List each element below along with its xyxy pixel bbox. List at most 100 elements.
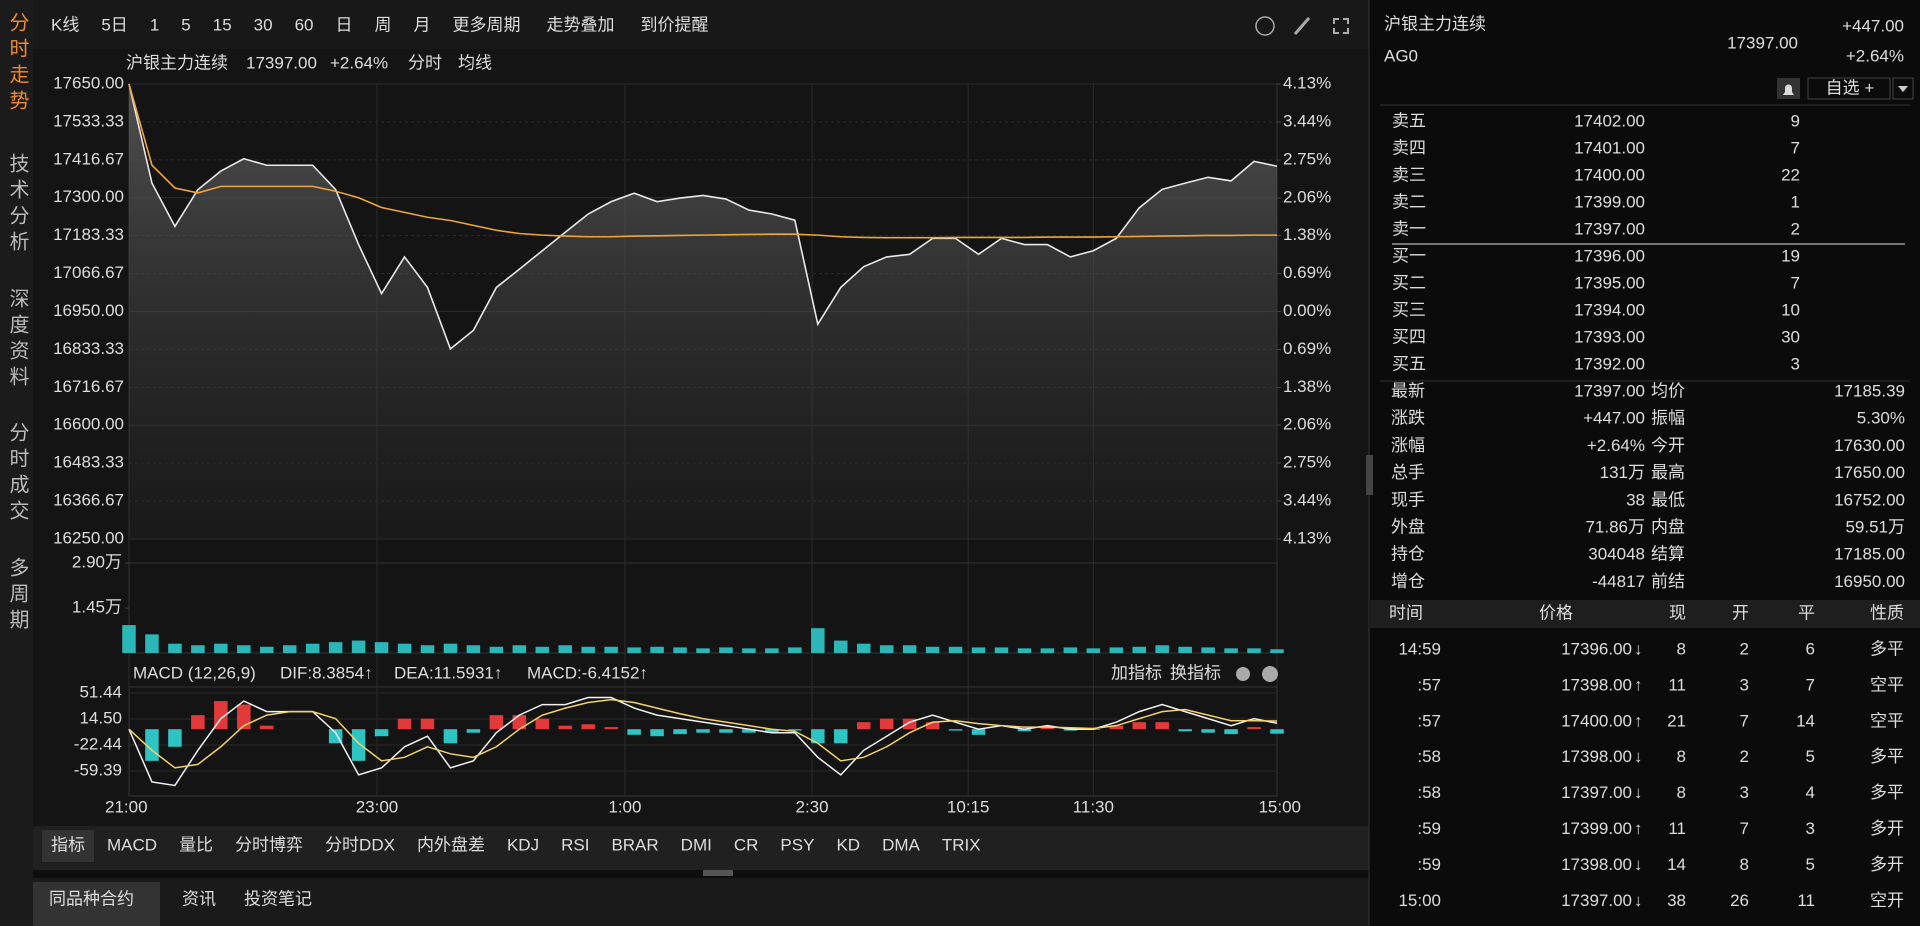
book-label: 买五 bbox=[1392, 354, 1426, 373]
volume-bar bbox=[191, 645, 205, 653]
stat-value: +447.00 bbox=[1583, 409, 1645, 428]
indicator-tab[interactable]: 分时博弈 bbox=[235, 835, 303, 854]
trade-arrow: ↑ bbox=[1634, 711, 1643, 730]
book-label: 卖二 bbox=[1392, 192, 1426, 211]
legend-item: MACD:-6.4152↑ bbox=[527, 663, 648, 682]
toolbar-item[interactable]: 60 bbox=[295, 15, 314, 34]
toolbar-item[interactable]: 到价提醒 bbox=[641, 15, 709, 34]
macd-bar bbox=[1178, 729, 1192, 732]
indicator-tab[interactable]: PSY bbox=[780, 835, 814, 854]
trade-close: 3 bbox=[1806, 819, 1815, 838]
stat-value: 59.51万 bbox=[1845, 517, 1905, 536]
watch-dropdown[interactable] bbox=[1892, 77, 1914, 100]
y-tick-label: 17650.00 bbox=[53, 73, 124, 92]
book-volume: 7 bbox=[1791, 273, 1800, 292]
toolbar-item[interactable]: 走势叠加 bbox=[547, 15, 615, 34]
dif-line bbox=[128, 696, 1278, 787]
legend-item[interactable]: 分时 bbox=[408, 53, 442, 72]
trade-time: :58 bbox=[1417, 747, 1441, 766]
chart-title: 沪银主力连续 bbox=[126, 53, 228, 72]
indicator-tab[interactable]: TRIX bbox=[942, 835, 981, 854]
indicator-control[interactable]: 加指标 bbox=[1111, 663, 1162, 682]
x-tick-label: 15:00 bbox=[1258, 797, 1301, 816]
settings-icon[interactable] bbox=[1236, 667, 1250, 681]
indicator-tab[interactable]: 指标 bbox=[51, 835, 85, 854]
book-price: 17392.00 bbox=[1574, 354, 1645, 373]
y2-tick-label: 2.06% bbox=[1283, 188, 1331, 207]
trade-price: 17396.00 bbox=[1561, 639, 1632, 658]
indicator-tab[interactable]: BRAR bbox=[611, 835, 658, 854]
indicator-tab[interactable]: CR bbox=[734, 835, 759, 854]
macd-bar bbox=[558, 725, 572, 730]
volume-bar bbox=[1247, 648, 1261, 653]
macd-bar bbox=[168, 729, 182, 747]
volume-bar bbox=[696, 648, 710, 653]
indicator-tab[interactable]: MACD bbox=[107, 835, 157, 854]
side-tab[interactable]: 多周期 bbox=[6, 557, 28, 635]
volume-bar bbox=[1109, 647, 1124, 653]
splitter-handle[interactable] bbox=[1366, 455, 1373, 495]
indicator-tab[interactable]: KDJ bbox=[507, 835, 539, 854]
side-tab[interactable]: 深度资料 bbox=[6, 288, 28, 392]
instrument-name: 沪银主力连续 bbox=[1384, 14, 1486, 33]
y-tick-label: 16600.00 bbox=[53, 415, 124, 434]
watch-button[interactable]: 自选 + bbox=[1826, 78, 1875, 97]
side-tab[interactable]: 技术分析 bbox=[6, 153, 28, 257]
y-tick-label: 2.90万 bbox=[72, 552, 122, 571]
volume-bar bbox=[489, 646, 504, 653]
resize-grip[interactable] bbox=[703, 870, 733, 876]
side-tab[interactable]: 分时成交 bbox=[6, 422, 28, 526]
stat-label: 现手 bbox=[1391, 490, 1425, 509]
fullscreen-icon[interactable] bbox=[1333, 18, 1349, 34]
trade-close: 5 bbox=[1806, 747, 1815, 766]
toolbar-item[interactable]: 日 bbox=[336, 15, 353, 34]
legend-item[interactable]: 均线 bbox=[458, 53, 492, 72]
volume-bar bbox=[604, 646, 618, 653]
indicator-bar-bg bbox=[33, 826, 1369, 870]
trade-nature: 多平 bbox=[1870, 783, 1904, 802]
indicator-tab[interactable]: DMA bbox=[882, 835, 920, 854]
toolbar-item[interactable]: 30 bbox=[254, 15, 273, 34]
toolbar-item[interactable]: 5 bbox=[181, 15, 190, 34]
indicator-tab[interactable]: DMI bbox=[681, 835, 712, 854]
toolbar-item[interactable]: 周 bbox=[375, 15, 392, 34]
draw-icon[interactable] bbox=[1293, 17, 1311, 35]
volume-bar bbox=[305, 643, 320, 653]
macd-bar bbox=[604, 727, 618, 730]
indicator-control[interactable]: 换指标 bbox=[1170, 663, 1221, 682]
book-volume: 30 bbox=[1781, 327, 1800, 346]
macd-bar bbox=[351, 729, 366, 761]
indicator-tab[interactable]: 量比 bbox=[179, 835, 213, 854]
toolbar-item[interactable]: 更多周期 bbox=[453, 15, 521, 34]
y2-tick-label: 4.13% bbox=[1283, 528, 1331, 547]
bottom-tab[interactable]: 同品种合约 bbox=[49, 889, 134, 908]
y-tick-label: 17066.67 bbox=[53, 263, 124, 282]
indicator-tab[interactable]: KD bbox=[836, 835, 860, 854]
collapse-icon[interactable] bbox=[1255, 16, 1275, 36]
toolbar-item[interactable]: 5日 bbox=[101, 15, 127, 34]
toolbar-item[interactable]: 15 bbox=[213, 15, 232, 34]
book-price: 17399.00 bbox=[1574, 192, 1645, 211]
plot-frame bbox=[128, 686, 1278, 797]
indicator-tab[interactable]: 内外盘差 bbox=[417, 835, 485, 854]
volume-bar bbox=[397, 643, 412, 653]
indicator-tab[interactable]: 分时DDX bbox=[325, 835, 395, 854]
macd-bar bbox=[1224, 729, 1238, 735]
toolbar-item[interactable]: 月 bbox=[414, 15, 431, 34]
book-label: 买一 bbox=[1392, 246, 1426, 265]
book-label: 买三 bbox=[1392, 300, 1426, 319]
watch-button-frame[interactable] bbox=[1807, 77, 1891, 100]
close-icon[interactable] bbox=[1262, 666, 1278, 682]
bottom-tab[interactable]: 投资笔记 bbox=[244, 889, 312, 908]
y-tick-label: -59.39 bbox=[74, 760, 122, 779]
toolbar-item[interactable]: K线 bbox=[51, 15, 79, 34]
header-change: +2.64% bbox=[330, 53, 388, 72]
macd-bar bbox=[879, 718, 894, 730]
toolbar-item[interactable]: 1 bbox=[150, 15, 159, 34]
y-tick-label: 16366.67 bbox=[53, 491, 124, 510]
stat-label: 持仓 bbox=[1391, 545, 1425, 564]
side-tab[interactable]: 分时走势 bbox=[6, 12, 28, 116]
indicator-tab[interactable]: RSI bbox=[561, 835, 589, 854]
bottom-tab[interactable]: 资讯 bbox=[182, 889, 216, 908]
macd-bar bbox=[1109, 725, 1124, 730]
